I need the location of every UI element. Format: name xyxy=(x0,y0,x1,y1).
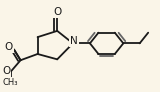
Text: N: N xyxy=(70,36,78,46)
Text: O: O xyxy=(2,66,10,76)
Text: CH₃: CH₃ xyxy=(2,78,18,87)
Text: O: O xyxy=(53,7,61,17)
Text: O: O xyxy=(5,42,13,52)
